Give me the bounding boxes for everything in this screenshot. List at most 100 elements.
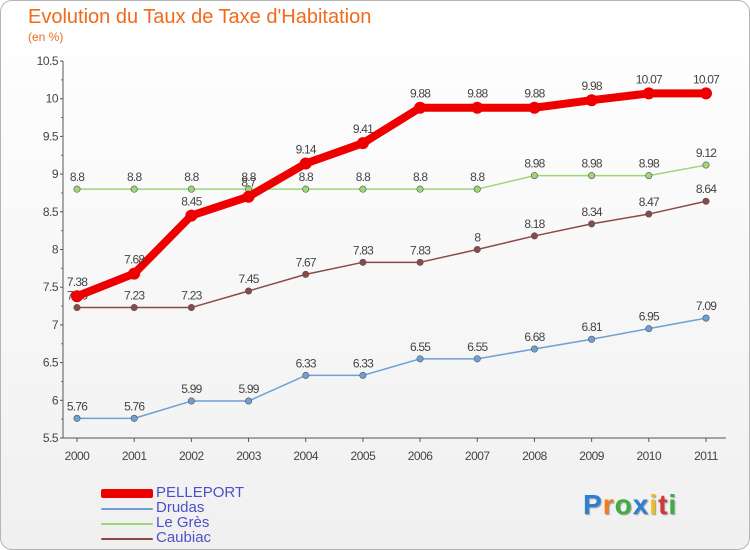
legend-label: PELLEPORT <box>156 484 245 501</box>
data-point-pelleport <box>185 209 198 222</box>
data-label-le-gr-s: 8.98 <box>639 157 660 171</box>
x-tick-label: 2011 <box>694 449 719 463</box>
data-label-pelleport: 9.88 <box>410 87 431 101</box>
y-tick-label: 8 <box>52 243 59 257</box>
y-tick-label: 10.5 <box>37 54 59 68</box>
x-tick-label: 2001 <box>122 449 148 463</box>
data-label-pelleport: 9.88 <box>467 87 488 101</box>
data-point-le-gr-s <box>702 161 710 169</box>
data-point-le-gr-s <box>130 185 138 193</box>
data-point-drudas <box>359 371 367 379</box>
data-label-caubiac: 8 <box>474 231 481 245</box>
data-point-caubiac <box>702 197 710 205</box>
data-label-caubiac: 7.83 <box>353 243 374 257</box>
data-label-pelleport: 10.07 <box>636 72 663 86</box>
x-tick-label: 2008 <box>522 449 548 463</box>
data-label-le-gr-s: 8.8 <box>413 170 428 184</box>
data-label-caubiac: 7.45 <box>238 272 259 286</box>
data-point-drudas <box>187 397 195 405</box>
y-tick-label: 9 <box>52 167 59 181</box>
data-label-pelleport: 8.45 <box>181 195 202 209</box>
data-point-le-gr-s <box>473 185 481 193</box>
chart-unit-label: (en %) <box>28 30 64 44</box>
proxiti-logo: Proxiti <box>583 489 677 521</box>
data-label-caubiac: 7.83 <box>410 243 431 257</box>
y-tick-label: 6 <box>52 393 59 407</box>
data-point-caubiac <box>359 258 367 266</box>
x-tick-label: 2003 <box>236 449 262 463</box>
x-tick-label: 2004 <box>293 449 319 463</box>
x-tick-label: 2006 <box>408 449 434 463</box>
data-label-drudas: 5.99 <box>181 382 202 396</box>
y-tick-label: 10 <box>46 92 59 106</box>
data-label-drudas: 6.95 <box>639 310 660 324</box>
logo-letter: r <box>602 489 615 520</box>
data-point-caubiac <box>588 220 596 228</box>
data-point-drudas <box>73 414 81 422</box>
data-point-le-gr-s <box>588 172 596 180</box>
data-label-drudas: 6.68 <box>524 330 545 344</box>
data-label-drudas: 6.33 <box>353 356 374 370</box>
y-tick-label: 9.5 <box>43 129 59 143</box>
data-point-le-gr-s <box>359 185 367 193</box>
data-point-caubiac <box>645 210 653 218</box>
data-point-drudas <box>302 371 310 379</box>
data-point-drudas <box>130 414 138 422</box>
data-point-pelleport <box>528 101 541 114</box>
data-point-pelleport <box>128 267 141 280</box>
data-point-pelleport <box>242 190 255 203</box>
data-label-pelleport: 9.98 <box>582 79 603 93</box>
data-point-drudas <box>416 355 424 363</box>
legend-swatch <box>101 538 153 540</box>
data-point-caubiac <box>473 246 481 254</box>
y-tick-label: 7.5 <box>43 280 59 294</box>
data-point-caubiac <box>73 304 81 312</box>
data-point-le-gr-s <box>530 172 538 180</box>
data-point-pelleport <box>414 101 427 114</box>
data-point-drudas <box>702 314 710 322</box>
data-label-pelleport: 8.7 <box>241 176 256 190</box>
data-label-drudas: 6.81 <box>582 320 603 334</box>
logo-letter: i <box>649 489 659 520</box>
data-label-drudas: 5.76 <box>67 399 88 413</box>
data-label-caubiac: 8.47 <box>639 195 660 209</box>
data-label-le-gr-s: 8.98 <box>582 157 603 171</box>
data-point-le-gr-s <box>416 185 424 193</box>
data-label-drudas: 6.33 <box>296 356 317 370</box>
legend-swatch <box>101 489 153 498</box>
x-tick-label: 2002 <box>179 449 205 463</box>
series-line-pelleport <box>73 89 710 301</box>
logo-letter: P <box>583 489 603 520</box>
data-label-caubiac: 8.64 <box>696 182 717 196</box>
data-label-caubiac: 8.34 <box>582 205 603 219</box>
x-tick-label: 2007 <box>465 449 491 463</box>
y-tick-label: 7 <box>52 318 59 332</box>
x-tick-label: 2005 <box>351 449 377 463</box>
legend-label: Le Grès <box>156 514 210 531</box>
data-point-le-gr-s <box>73 185 81 193</box>
x-tick-label: 2000 <box>65 449 91 463</box>
data-label-le-gr-s: 8.8 <box>127 170 142 184</box>
data-label-le-gr-s: 8.8 <box>70 170 85 184</box>
data-label-caubiac: 7.23 <box>181 289 202 303</box>
data-point-pelleport <box>642 87 655 100</box>
data-point-caubiac <box>245 287 253 295</box>
legend-swatch <box>101 523 153 525</box>
data-point-pelleport <box>71 290 83 303</box>
data-point-drudas <box>588 335 596 343</box>
x-tick-label: 2009 <box>579 449 605 463</box>
data-label-pelleport: 7.68 <box>124 253 145 267</box>
data-label-pelleport: 9.88 <box>524 87 545 101</box>
data-point-pelleport <box>700 87 712 100</box>
data-label-caubiac: 7.23 <box>124 289 145 303</box>
data-point-pelleport <box>356 137 369 150</box>
series-line-drudas <box>76 317 707 420</box>
data-point-caubiac <box>302 270 310 278</box>
data-label-drudas: 5.76 <box>124 399 145 413</box>
data-label-drudas: 6.55 <box>410 340 431 354</box>
data-point-caubiac <box>530 232 538 240</box>
series-line-caubiac <box>76 200 707 309</box>
x-tick-label: 2010 <box>636 449 662 463</box>
